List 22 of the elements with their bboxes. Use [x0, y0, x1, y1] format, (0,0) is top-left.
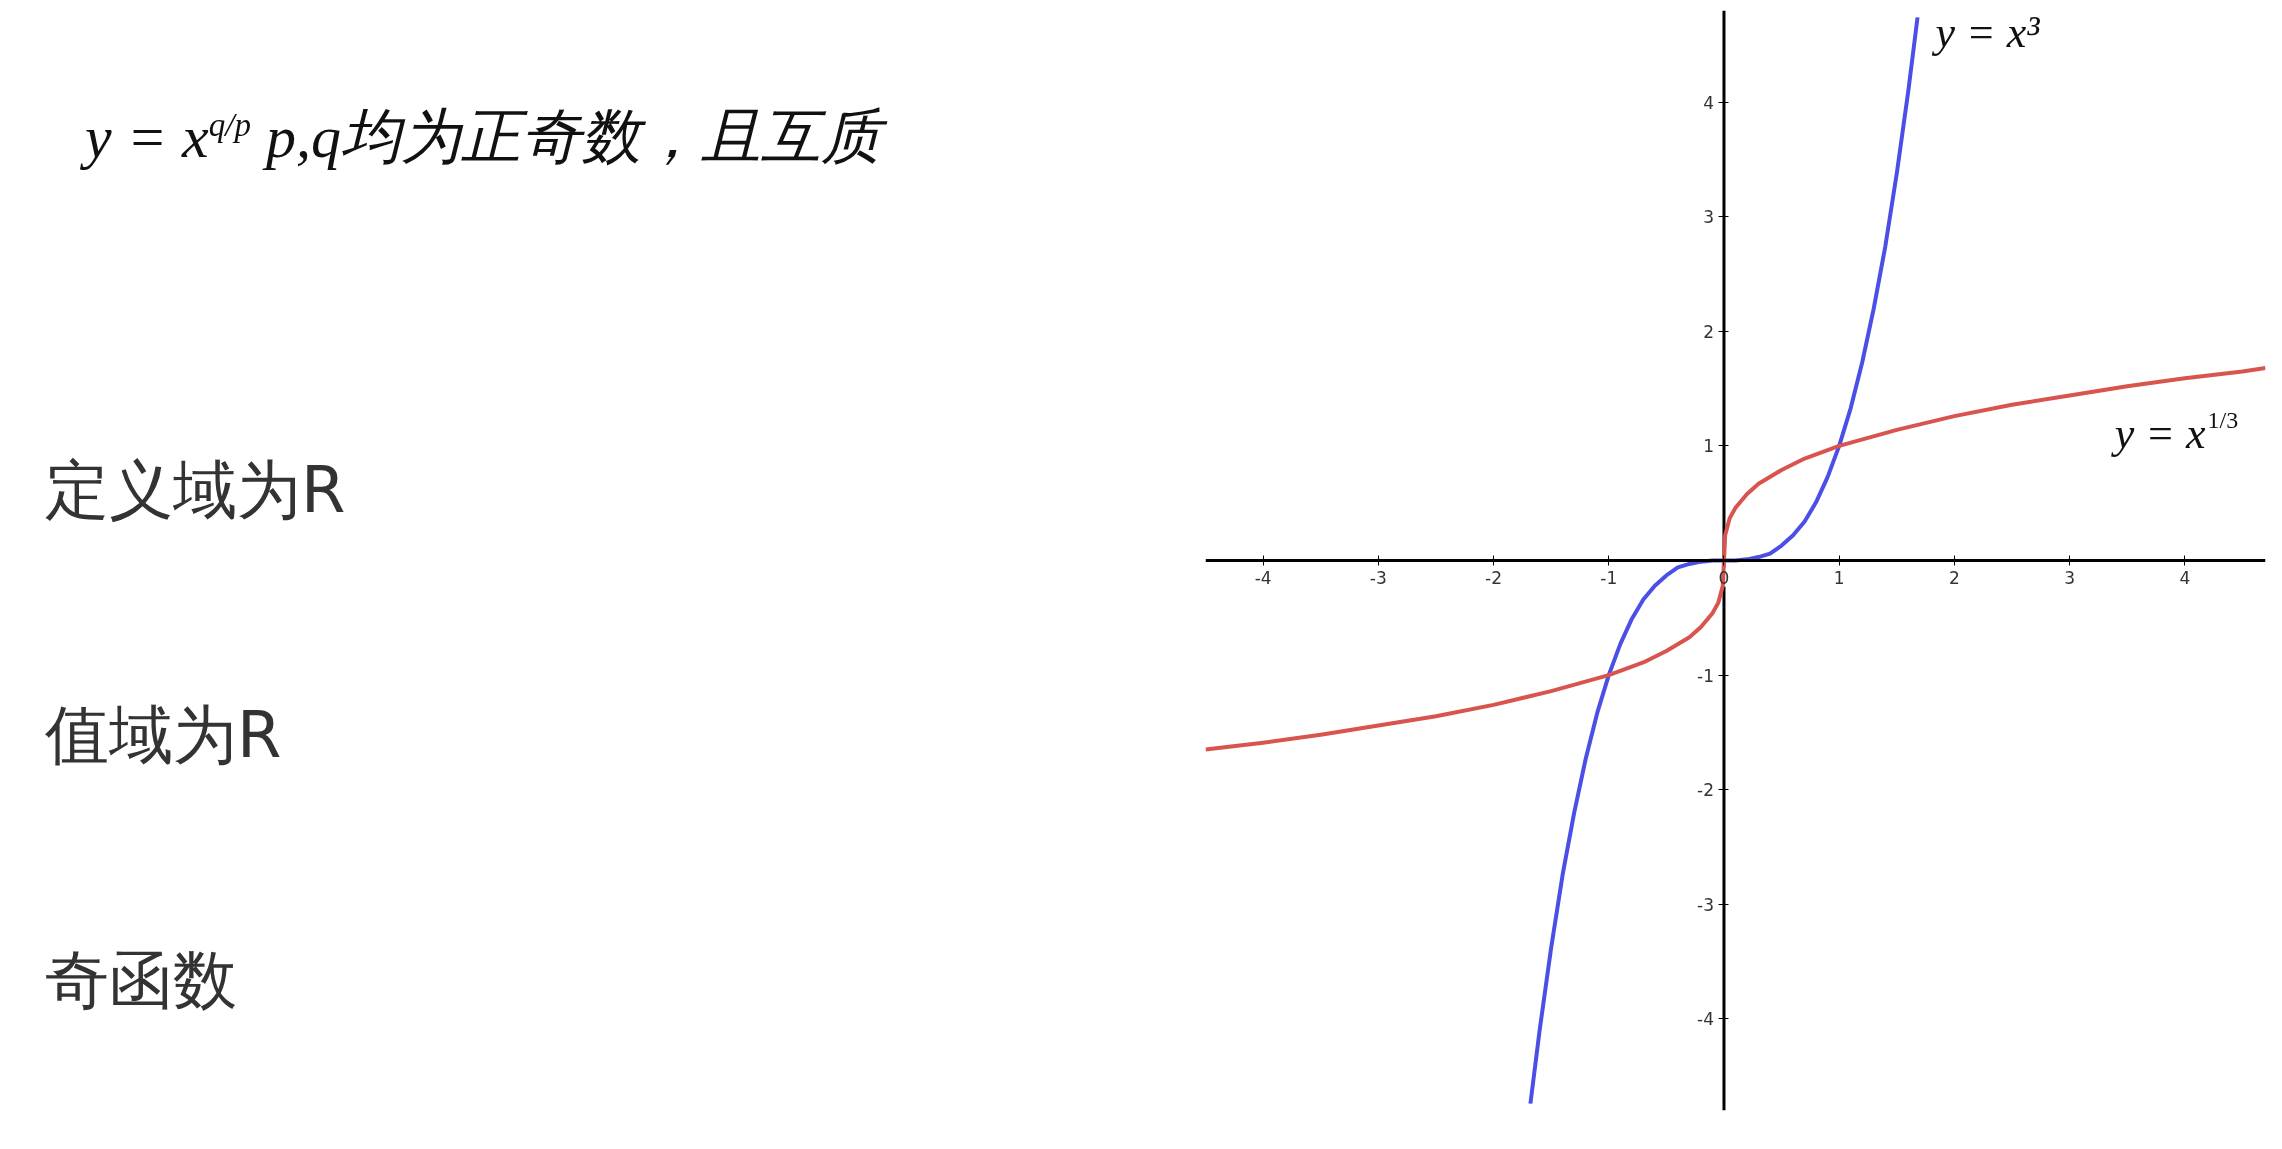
- x-tick-label: -4: [1254, 567, 1272, 588]
- y-tick-label: 1: [1703, 436, 1714, 457]
- y-tick-label: 2: [1703, 321, 1714, 342]
- y-tick-label: -2: [1697, 780, 1714, 801]
- x-tick-label: -3: [1369, 567, 1387, 588]
- y-tick-label: 4: [1703, 92, 1714, 113]
- line-series: [1205, 366, 2266, 752]
- y-tick-label: -1: [1697, 665, 1714, 686]
- x-tick-label: 3: [2064, 567, 2076, 588]
- text: 奇函数: [45, 942, 237, 1019]
- y-tick-label: -4: [1697, 1009, 1714, 1030]
- x-tick-label: -2: [1485, 567, 1503, 588]
- x-tick-label: 4: [2179, 567, 2191, 588]
- text: 定义域为R: [45, 452, 346, 529]
- y-tick-label: 3: [1703, 207, 1714, 228]
- x-tick-label: 1: [1833, 567, 1845, 588]
- line-series: [1528, 15, 1920, 1106]
- x-tick-label: -1: [1600, 567, 1618, 588]
- x-tick-label: 2: [1949, 567, 1960, 588]
- text: 值域为R: [45, 697, 282, 774]
- series-label: y = x³: [1931, 8, 2041, 58]
- y-tick-label: -3: [1697, 894, 1714, 915]
